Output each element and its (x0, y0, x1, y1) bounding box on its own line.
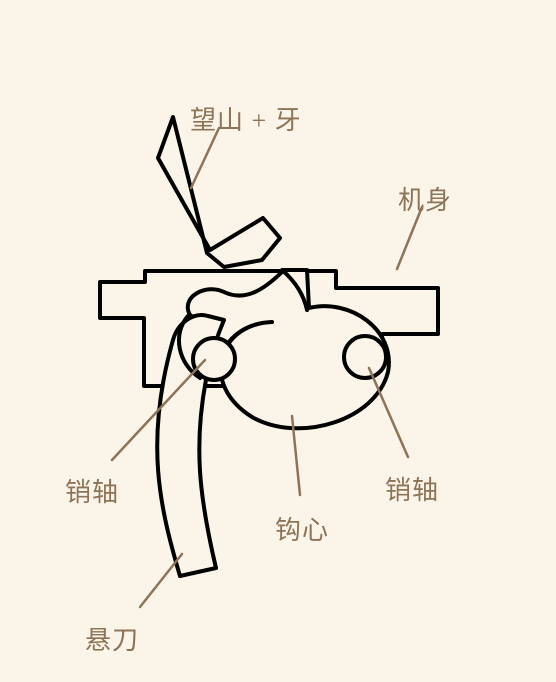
label-body: 机身 (398, 180, 452, 217)
label-pin-right: 销轴 (385, 470, 439, 507)
diagram-wrap: 望山 + 牙机身销轴 销轴钩心悬刀 (0, 0, 556, 682)
label-suspended-blade: 悬刀 (85, 620, 139, 657)
label-pin-left: 销轴 (65, 472, 119, 509)
label-hook-heart: 钩心 (275, 510, 329, 547)
label-sight-tooth: 望山 + 牙 (190, 100, 302, 137)
